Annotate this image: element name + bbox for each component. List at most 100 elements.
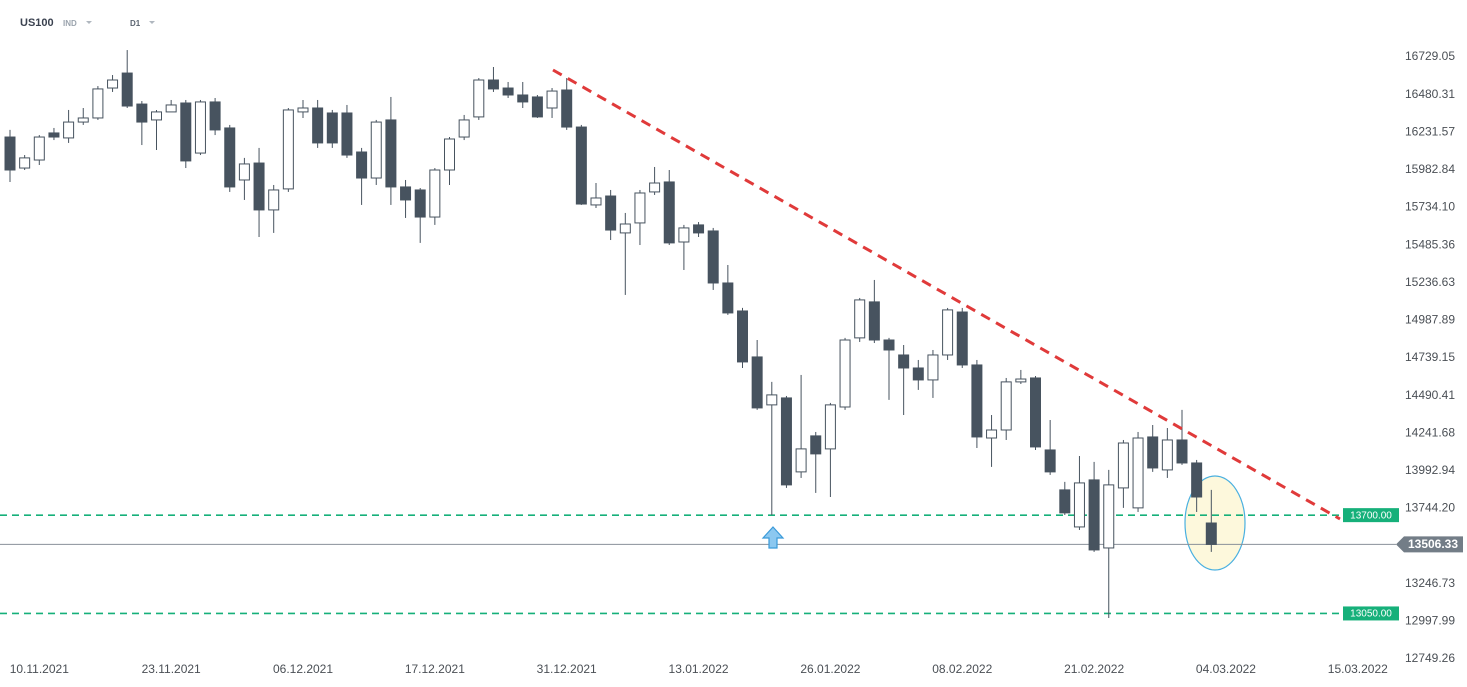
y-tick-label: 12997.99 <box>1405 613 1455 627</box>
candle-body <box>883 339 895 351</box>
candle-body <box>209 101 221 131</box>
trend-line <box>552 68 1341 521</box>
x-tick-label: 10.11.2021 <box>10 662 69 676</box>
candle-body <box>942 309 954 356</box>
candle-body <box>92 88 104 119</box>
y-tick-label: 12749.26 <box>1405 651 1455 665</box>
candle-body <box>1059 489 1071 514</box>
x-tick-label: 13.01.2022 <box>669 662 729 676</box>
candle-body <box>971 364 983 438</box>
y-tick-label: 15734.10 <box>1405 200 1455 214</box>
x-tick-label: 15.03.2022 <box>1328 662 1388 676</box>
interval-dropdown[interactable] <box>149 21 155 24</box>
candle-body <box>444 138 455 171</box>
candle-body <box>253 162 265 211</box>
y-tick-label: 16729.05 <box>1405 49 1455 63</box>
candle-body <box>414 189 426 218</box>
candle-body <box>107 79 119 89</box>
candle-body <box>400 186 412 201</box>
candle-body <box>839 339 851 408</box>
candle-body <box>1161 439 1173 471</box>
y-tick-label: 15236.63 <box>1405 275 1455 289</box>
candle-body <box>356 151 368 179</box>
candle-body <box>1044 449 1056 473</box>
candle-body <box>473 79 485 118</box>
candle-body <box>898 354 910 369</box>
y-tick-label: 15485.36 <box>1405 237 1455 251</box>
candle-body <box>63 121 75 139</box>
x-tick-label: 06.12.2021 <box>273 662 333 676</box>
candle-body <box>868 301 880 341</box>
interval[interactable]: D1 <box>130 19 141 28</box>
candle-body <box>1132 437 1144 509</box>
candle-body <box>751 356 763 409</box>
candle-body <box>151 111 162 121</box>
candle-body <box>502 87 514 96</box>
candle-body <box>268 189 280 211</box>
y-tick-label: 15982.84 <box>1405 162 1455 176</box>
y-tick-label: 13992.94 <box>1405 463 1455 477</box>
candle-body <box>165 104 177 113</box>
y-tick-label: 13744.20 <box>1405 501 1455 515</box>
candle-body <box>531 96 543 118</box>
support-arrow <box>761 526 785 549</box>
x-tick-label: 26.01.2022 <box>800 662 860 676</box>
axes: 16729.05 16480.31 16231.57 15982.84 15734.10… <box>10 49 1463 676</box>
y-tick-label: 16480.31 <box>1405 87 1455 101</box>
market: IND <box>63 19 77 28</box>
candle-body <box>194 101 206 154</box>
candle-body <box>1103 484 1115 549</box>
candle-body <box>429 169 441 218</box>
level-tag <box>1343 508 1399 523</box>
candle-body <box>1073 482 1085 528</box>
candle-body <box>780 397 792 486</box>
candle-body <box>678 227 690 243</box>
x-tick-label: 31.12.2021 <box>537 662 597 676</box>
candle-body <box>575 126 587 205</box>
y-tick-label: 13246.73 <box>1405 576 1455 590</box>
candle-body <box>238 163 250 181</box>
level-label: 13700.00 <box>1350 510 1392 521</box>
candle-body <box>546 90 558 109</box>
candle-body <box>634 192 646 224</box>
candle-body <box>693 224 705 234</box>
candle-body <box>282 109 294 190</box>
candle-body <box>590 197 602 206</box>
x-tick-label: 23.11.2021 <box>142 662 201 676</box>
candle-body <box>33 136 45 161</box>
candle-body <box>663 181 675 244</box>
y-tick-label: 14739.15 <box>1405 350 1455 364</box>
y-tick-label: 16231.57 <box>1405 124 1455 138</box>
candle-body <box>385 119 397 188</box>
level-tag <box>1343 606 1399 621</box>
candle-body <box>649 182 661 193</box>
candles <box>4 50 1217 618</box>
levels <box>0 514 1396 615</box>
last-price-tag <box>1396 536 1463 553</box>
candle-body <box>77 117 89 123</box>
candle-body <box>737 310 748 363</box>
candle-body <box>956 311 968 366</box>
market-dropdown[interactable] <box>86 21 92 24</box>
candle-body <box>4 136 16 171</box>
candle-body <box>458 119 470 138</box>
candle-body <box>224 127 236 188</box>
candle-body <box>766 394 778 406</box>
candle-body <box>1176 439 1188 464</box>
candle-body <box>48 132 60 138</box>
last-price-label: 13506.33 <box>1408 537 1458 551</box>
candle-body <box>1015 378 1027 383</box>
candle-body <box>326 112 338 144</box>
candle-body <box>517 94 529 103</box>
candle-body <box>1030 377 1041 448</box>
candle-body <box>136 103 148 123</box>
candle-body <box>854 299 866 339</box>
candle-body <box>795 448 807 473</box>
candle-body <box>927 354 939 381</box>
candle-body <box>824 404 836 450</box>
candle-body <box>370 121 382 179</box>
candle-body <box>722 282 734 314</box>
candle-body <box>1088 479 1100 551</box>
